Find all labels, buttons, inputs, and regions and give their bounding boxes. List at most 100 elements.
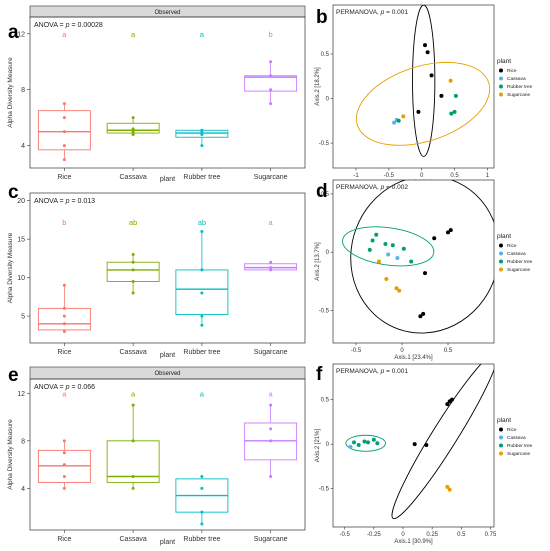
box-cassava	[106, 261, 160, 282]
pcoa-point	[416, 109, 421, 114]
anova-annotation: ANOVA = p = 0.013	[34, 198, 95, 205]
y-tick-label: 0	[326, 250, 330, 256]
legend-key	[499, 251, 503, 256]
y-tick-label: 0	[326, 442, 330, 448]
data-point	[269, 88, 273, 92]
data-point	[62, 130, 66, 134]
facet-strip-label: Observed	[154, 371, 180, 377]
y-tick-label: 0	[326, 97, 330, 103]
y-axis-label: Alpha Diversity Measure	[7, 419, 14, 490]
legend-label: Rubber tree	[507, 259, 533, 265]
legend-label: Rubber tree	[507, 443, 533, 449]
y-tick-label: 0.5	[321, 398, 330, 404]
pcoa-point	[401, 246, 406, 251]
y-axis-label: Alpha Diversity Measure	[7, 232, 14, 303]
x-tick-label: Rice	[57, 174, 71, 181]
data-point	[269, 439, 273, 443]
pcoa-point	[409, 259, 414, 264]
legend-key	[499, 84, 503, 89]
pcoa-point	[432, 236, 437, 241]
pcoa-point	[453, 93, 458, 98]
data-point	[131, 260, 135, 264]
data-point	[269, 60, 273, 64]
anova-annotation: ANOVA = p = 0.00028	[34, 22, 103, 29]
data-point	[131, 130, 135, 134]
panel-letter: d	[316, 181, 328, 202]
y-tick-label: 20	[17, 198, 25, 205]
facet-strip-label: Observed	[154, 10, 180, 16]
y-tick-label: -0.5	[319, 141, 330, 147]
data-point	[62, 158, 66, 162]
x-tick-label: 0.75	[485, 532, 497, 538]
pcoa-point	[401, 114, 406, 119]
legend-title: plant	[497, 417, 511, 424]
x-tick-label: Cassava	[120, 174, 147, 181]
pcoa-point	[383, 242, 388, 247]
data-point	[200, 229, 204, 233]
pcoa-point	[348, 444, 353, 449]
data-point	[62, 314, 66, 318]
data-point	[131, 268, 135, 272]
panel-letter: b	[316, 7, 328, 28]
confidence-ellipse	[342, 226, 435, 267]
pcoa-point	[448, 228, 453, 233]
data-point	[62, 322, 66, 326]
x-axis-label: Axis.1 [23.4%]	[394, 355, 433, 361]
data-point	[200, 291, 204, 295]
x-tick-label: Cassava	[120, 536, 147, 543]
data-point	[131, 403, 135, 407]
pcoa-point	[423, 43, 427, 48]
legend-key	[499, 243, 503, 248]
data-point	[62, 474, 66, 478]
significance-letter: a	[200, 30, 205, 39]
plot-area	[355, 5, 491, 157]
legend-label: Sugarcane	[507, 267, 531, 273]
legend-key	[499, 427, 503, 432]
x-tick-label: 0	[400, 348, 404, 354]
data-point	[200, 486, 204, 490]
data-point	[131, 127, 135, 131]
pcoa-point	[446, 230, 450, 235]
x-tick-label: 0	[401, 532, 405, 538]
data-point	[131, 291, 135, 295]
data-point	[200, 128, 204, 132]
pcoa-point	[392, 120, 397, 125]
x-tick-label: Rubber tree	[183, 349, 220, 356]
legend-key	[499, 92, 503, 97]
anova-annotation: ANOVA = p = 0.066	[34, 384, 95, 391]
x-tick-label: -0.5	[339, 532, 350, 538]
pcoa-point	[371, 437, 376, 442]
y-tick-label: 15	[17, 237, 25, 244]
pcoa-point	[425, 50, 430, 55]
plot-border	[29, 16, 306, 169]
data-point	[200, 522, 204, 526]
panel-b: b PERMANOVA, p = 0.001 -1 -0.5 0 0.5 1 -0.5 0 0.5…	[315, 4, 533, 186]
data-point	[62, 439, 66, 443]
data-point	[269, 427, 273, 431]
significance-letter: a	[269, 218, 274, 227]
data-point	[200, 144, 204, 148]
pcoa-point	[429, 73, 434, 78]
significance-letter: b	[62, 218, 66, 227]
panel-e: e Observed 4 8 12 Alpha Diversity Measure ANOV…	[7, 365, 306, 546]
legend-label: Cassava	[507, 76, 526, 82]
data-point	[200, 474, 204, 478]
data-point	[269, 403, 273, 407]
data-point	[131, 439, 135, 443]
data-point	[131, 116, 135, 120]
significance-letter: b	[269, 30, 273, 39]
y-tick-label: 12	[17, 31, 25, 38]
x-tick-label: -0.5	[351, 348, 362, 354]
pcoa-point	[424, 443, 429, 448]
significance-letter: ab	[198, 218, 206, 227]
data-point	[62, 486, 66, 490]
pcoa-point	[390, 243, 395, 248]
pcoa-point	[418, 314, 423, 319]
x-tick-label: Rubber tree	[183, 536, 220, 543]
data-point	[62, 463, 66, 467]
y-tick-label: 8	[21, 438, 25, 445]
pcoa-point	[366, 440, 370, 445]
x-tick-label: 0.5	[457, 532, 466, 538]
data-point	[200, 314, 204, 318]
